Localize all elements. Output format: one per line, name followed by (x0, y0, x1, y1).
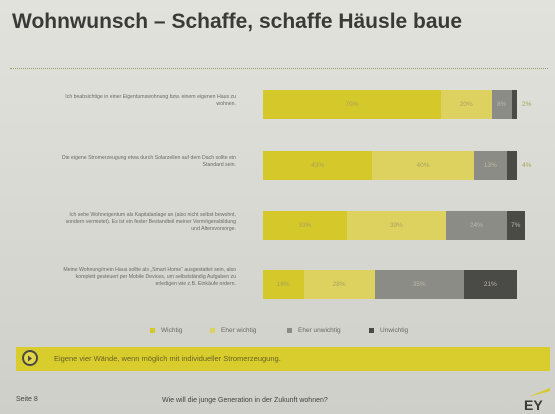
data-label: 2% (522, 101, 532, 108)
play-circle-icon (22, 350, 38, 366)
legend-label: Eher unwichtig (298, 327, 341, 334)
bar-row: 33% 39% 24% 7% (263, 211, 525, 240)
data-label: 28% (332, 281, 346, 288)
ey-logo: EY (522, 386, 552, 413)
data-label: 16% (276, 281, 290, 288)
bar-segment: 43% (263, 151, 373, 180)
legend-label: Unwichtig (380, 327, 409, 334)
data-label: 35% (412, 281, 426, 288)
bar-segment: 33% (263, 211, 347, 240)
category-label: Ich sehe Wohneigentum als Kapitalanlage … (65, 212, 236, 233)
data-label: 7% (511, 222, 521, 229)
data-label: 70% (345, 101, 359, 108)
legend-swatch (369, 328, 374, 333)
title-divider (10, 68, 548, 69)
bar-segment: 8% (491, 90, 512, 119)
bar-segment: 28% (303, 270, 375, 299)
footer-question: Wie will die junge Generation in der Zuk… (162, 397, 328, 404)
data-label: 43% (311, 162, 325, 169)
bar-row: 43% 40% 13% 4% (263, 151, 531, 180)
bar-segment (511, 90, 517, 119)
data-label: 21% (483, 281, 497, 288)
bar-segment: 24% (445, 211, 507, 240)
bar-row: 16% 28% 35% 21% (263, 270, 517, 299)
category-label: Meine Wohnung/mein Haus sollte als „Smar… (63, 267, 236, 288)
banner-text: Eigene vier Wände, wenn möglich mit indi… (54, 354, 281, 363)
data-label: 4% (522, 162, 532, 169)
data-label: 13% (483, 162, 497, 169)
data-label: 39% (389, 222, 403, 229)
summary-banner: Eigene vier Wände, wenn möglich mit indi… (16, 347, 550, 371)
bar-segment: 7% (506, 211, 525, 240)
legend-swatch (287, 328, 292, 333)
logo-text: EY (524, 397, 543, 413)
legend-label: Eher wichtig (221, 327, 257, 334)
page-number: Seite 8 (16, 396, 38, 403)
data-label: 8% (497, 101, 507, 108)
chart-legend: Wichtig Eher wichtig Eher unwichtig Unwicht… (0, 327, 555, 337)
page-title: Wohnwunsch – Schaffe, schaffe Häusle bau… (12, 10, 463, 33)
bar-segment: 40% (372, 151, 474, 180)
data-label: 20% (459, 101, 473, 108)
bar-segment: 70% (263, 90, 441, 119)
bar-segment: 35% (374, 270, 464, 299)
category-label: Ich beabsichtige in einer Eigentumswohnu… (65, 94, 236, 108)
legend-item: Eher wichtig (210, 327, 256, 334)
bar-segment: 13% (473, 151, 507, 180)
bar-segment: 39% (346, 211, 446, 240)
data-label: 40% (416, 162, 430, 169)
data-label: 24% (469, 222, 483, 229)
legend-swatch (150, 328, 155, 333)
legend-label: Wichtig (161, 327, 183, 334)
legend-item: Eher unwichtig (287, 327, 341, 334)
bar-segment (506, 151, 517, 180)
bar-segment: 21% (463, 270, 517, 299)
legend-item: Unwichtig (369, 327, 408, 334)
data-label: 33% (298, 222, 312, 229)
category-label: Die eigene Stromerzeugung etwa durch Sol… (61, 155, 236, 169)
bar-row: 70% 20% 8% 2% (263, 90, 531, 119)
bar-segment: 16% (263, 270, 304, 299)
legend-item: Wichtig (150, 327, 182, 334)
legend-swatch (210, 328, 215, 333)
bar-segment: 20% (440, 90, 492, 119)
